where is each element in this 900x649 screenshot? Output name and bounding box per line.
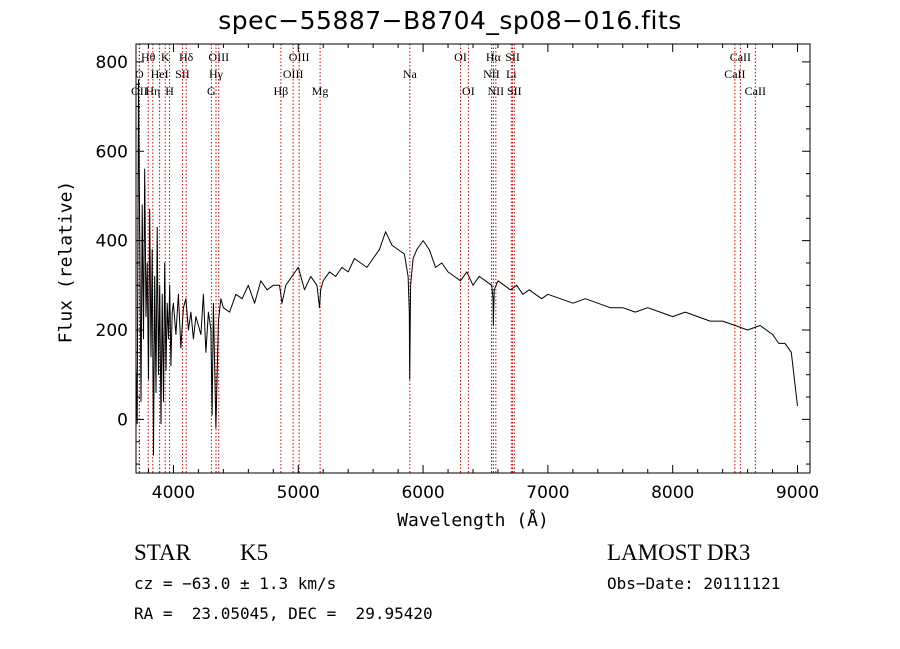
spectral-line-label: NII: [488, 84, 505, 98]
axes: 4000 5000 6000 7000 8000 9000 0 200 400 600 800: [96, 44, 819, 503]
survey-name: LAMOST DR3: [607, 540, 751, 565]
spectral-line-label: OII: [131, 84, 148, 98]
flux-line: [135, 79, 798, 456]
spectral-line-label: CaII: [745, 84, 766, 98]
object-class: STAR: [134, 540, 191, 565]
obs-date: Obs−Date: 20111121: [607, 574, 781, 593]
spectral-line-labels: OIIOHθHηHeIKHSIIHδGHγOIIIHβOIIIOIIIMgNaO…: [131, 50, 766, 98]
y-tick-label: 600: [96, 142, 128, 162]
y-tick-label: 400: [96, 232, 128, 252]
spectral-line-label: Hβ: [274, 84, 289, 98]
spectral-line-label: CaII: [724, 67, 745, 81]
x-tick-label: 5000: [277, 483, 320, 503]
x-tick-label: 7000: [526, 483, 569, 503]
spectral-line-label: K: [161, 50, 170, 64]
spectral-line-label: OI: [454, 50, 467, 64]
object-subclass: K5: [240, 540, 269, 565]
spectral-line-label: G: [207, 84, 216, 98]
redshift-text: cz = −63.0 ± 1.3 km/s: [134, 574, 337, 593]
x-tick-label: 9000: [776, 483, 819, 503]
plot-frame: [135, 43, 811, 474]
x-tick-label: 4000: [152, 483, 195, 503]
spectral-line-label: NII: [483, 67, 500, 81]
spectral-line-label: OIII: [289, 50, 310, 64]
coordinates: RA = 23.05045, DEC = 29.95420: [134, 604, 433, 623]
spectral-line-label: Mg: [312, 84, 329, 98]
x-tick-label: 8000: [651, 483, 694, 503]
spectral-line-label: CaII: [730, 50, 751, 64]
spectral-line-label: Na: [403, 67, 418, 81]
spectral-line-label: Hη: [145, 84, 160, 98]
spectral-line-label: Hγ: [209, 67, 224, 81]
chart-title: spec−55887−B8704_sp08−016.fits: [218, 6, 682, 35]
spectral-line-label: OI: [462, 84, 475, 98]
spectral-line-label: Li: [506, 67, 517, 81]
spectral-line-label: Hθ: [141, 50, 156, 64]
y-tick-label: 800: [96, 53, 128, 73]
y-axis-label: Flux (relative): [55, 180, 77, 344]
x-axis-label: Wavelength (Å): [397, 510, 549, 531]
y-tick-label: 0: [117, 410, 128, 430]
spectral-line-label: O: [135, 67, 144, 81]
spectral-line-markers: [138, 44, 756, 473]
spectral-line-label: H: [165, 84, 174, 98]
x-tick-label: 6000: [401, 483, 444, 503]
spectral-line-label: Hα: [486, 50, 502, 64]
spectral-line-label: Hδ: [179, 50, 194, 64]
spectral-line-label: SII: [175, 67, 190, 81]
spectral-line-label: SII: [507, 84, 522, 98]
spectral-line-label: HeI: [151, 67, 169, 81]
spectral-line-label: SII: [505, 50, 520, 64]
y-tick-label: 200: [96, 321, 128, 341]
spectral-line-label: OIII: [208, 50, 229, 64]
flux-series: [135, 79, 798, 456]
spectral-line-label: OIII: [283, 67, 304, 81]
